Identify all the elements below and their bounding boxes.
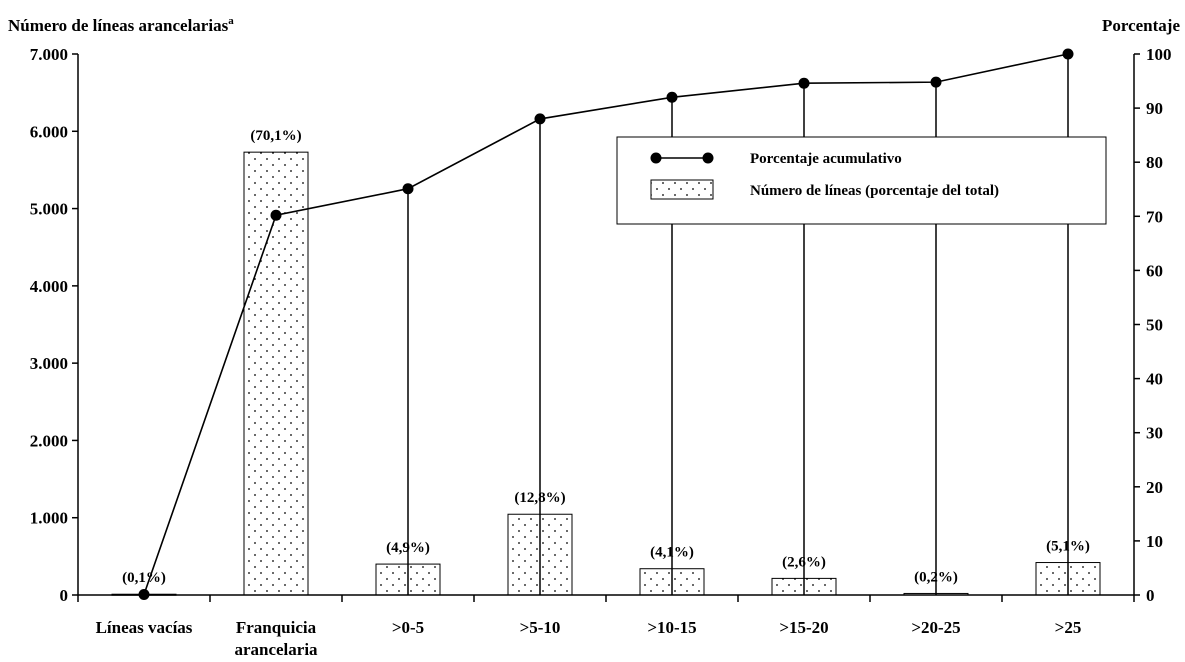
- right-tick-label: 0: [1146, 586, 1155, 605]
- left-tick-label: 2.000: [30, 431, 68, 450]
- cumulative-point: [798, 77, 810, 89]
- left-tick-label: 4.000: [30, 277, 68, 296]
- category-label: >10-15: [647, 618, 696, 637]
- cumulative-point: [534, 113, 546, 125]
- right-tick-label: 100: [1146, 45, 1172, 64]
- cumulative-point: [270, 209, 282, 221]
- category-label: >25: [1055, 618, 1082, 637]
- bar-percent-label: (0,1%): [122, 570, 166, 586]
- right-tick-label: 30: [1146, 424, 1163, 443]
- bar-percent-label: (0,2%): [914, 569, 958, 585]
- category-label: >0-5: [392, 618, 424, 637]
- right-axis-title: Porcentaje: [1102, 16, 1180, 35]
- cumulative-point: [930, 76, 942, 88]
- right-tick-label: 20: [1146, 478, 1163, 497]
- left-axis-title-text: Número de líneas arancelarias: [8, 16, 229, 35]
- left-tick-label: 1.000: [30, 509, 68, 528]
- right-tick-label: 80: [1146, 153, 1163, 172]
- cumulative-point: [402, 183, 414, 195]
- left-tick-label: 7.000: [30, 45, 68, 64]
- left-tick-label: 5.000: [30, 200, 68, 219]
- category-label: Líneas vacías: [96, 618, 193, 637]
- left-axis-title-superscript: a: [228, 15, 234, 27]
- right-tick-label: 60: [1146, 261, 1163, 280]
- cumulative-point: [1062, 48, 1074, 60]
- legend-label-line: Porcentaje acumulativo: [750, 151, 902, 167]
- bar-percent-label: (70,1%): [250, 128, 301, 144]
- category-label: >5-10: [520, 618, 561, 637]
- bar-percent-label: (4,1%): [650, 545, 694, 561]
- right-tick-label: 50: [1146, 316, 1163, 335]
- legend-label-bar: Número de líneas (porcentaje del total): [750, 183, 999, 199]
- left-tick-label: 6.000: [30, 122, 68, 141]
- right-tick-label: 40: [1146, 370, 1163, 389]
- bar-percent-label: (12,8%): [514, 490, 565, 506]
- category-label: >20-25: [911, 618, 960, 637]
- bar-percent-label: (4,9%): [386, 540, 430, 556]
- bar-percent-label: (2,6%): [782, 554, 826, 570]
- right-tick-label: 10: [1146, 532, 1163, 551]
- legend-line-marker: [650, 152, 662, 164]
- bar: [243, 151, 309, 596]
- cumulative-point: [666, 91, 678, 103]
- left-tick-label: 0: [60, 586, 69, 605]
- left-tick-label: 3.000: [30, 354, 68, 373]
- category-label: Franquicia arancelaria: [234, 618, 318, 659]
- left-axis-title: Número de líneas arancelariasa: [8, 15, 234, 35]
- bar-percent-label: (5,1%): [1046, 539, 1090, 555]
- right-tick-label: 70: [1146, 207, 1163, 226]
- category-label: >15-20: [779, 618, 828, 637]
- cumulative-line: [143, 53, 1069, 595]
- legend-bar-swatch: [650, 179, 714, 200]
- right-tick-label: 90: [1146, 99, 1163, 118]
- legend-line-marker: [702, 152, 714, 164]
